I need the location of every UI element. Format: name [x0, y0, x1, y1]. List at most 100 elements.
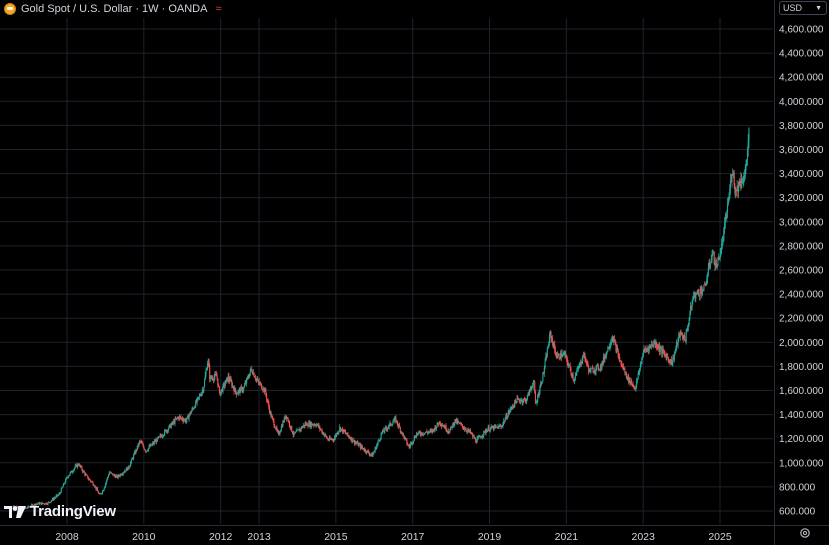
- candle-body: [170, 424, 172, 428]
- candle-body: [631, 383, 633, 385]
- candle-body: [176, 417, 178, 419]
- candle-body: [387, 427, 389, 430]
- candle-body: [514, 400, 516, 407]
- candle-body: [723, 228, 725, 241]
- candle-body: [600, 365, 602, 369]
- candle-body: [38, 502, 40, 505]
- candle-body: [102, 490, 104, 492]
- x-tick-label: 2017: [401, 531, 425, 543]
- candle-body: [109, 472, 111, 474]
- candle-body: [314, 424, 316, 426]
- candle-body: [165, 430, 167, 433]
- candle-body: [214, 374, 216, 378]
- candle-body: [193, 407, 195, 409]
- candle-body: [161, 436, 163, 437]
- candle-body: [389, 422, 391, 425]
- candle-body: [514, 400, 517, 402]
- candle-body: [339, 426, 341, 431]
- candle-body: [396, 420, 398, 423]
- candle-body: [570, 368, 572, 374]
- candle-body: [243, 385, 245, 388]
- candle-body: [151, 444, 153, 446]
- candle-body: [696, 290, 698, 293]
- candle-body: [598, 369, 600, 371]
- candle-body: [145, 450, 147, 452]
- candle-body: [82, 470, 84, 472]
- candle-body: [272, 418, 274, 421]
- candle-body: [195, 401, 197, 403]
- candle-body: [506, 415, 508, 419]
- candle-body: [453, 423, 455, 426]
- candle-body: [153, 441, 155, 444]
- candle-body: [205, 370, 207, 376]
- candle-body: [443, 426, 445, 428]
- candle-body: [353, 439, 355, 442]
- symbol-title[interactable]: Gold Spot / U.S. Dollar · 1W · OANDA: [21, 3, 208, 15]
- y-tick-label: 600.000: [779, 507, 816, 518]
- candle-body: [79, 464, 81, 467]
- candle-body: [93, 484, 95, 486]
- candle-body: [595, 366, 597, 372]
- settings-gear-icon[interactable]: [799, 527, 811, 539]
- candle-body: [50, 501, 52, 503]
- candle-body: [388, 424, 390, 427]
- candle-body: [87, 475, 89, 479]
- candle-body: [392, 422, 394, 425]
- candle-body: [266, 399, 268, 402]
- candle-body: [173, 421, 175, 424]
- x-tick-label: 2023: [631, 531, 655, 543]
- candle-body: [330, 438, 332, 440]
- candle-body: [342, 428, 344, 433]
- candle-body: [576, 370, 578, 374]
- candle-body: [522, 401, 524, 403]
- candle-body: [201, 392, 203, 396]
- candle-body: [534, 391, 537, 403]
- candle-body: [418, 431, 420, 433]
- candle-body: [114, 475, 116, 478]
- candle-body: [222, 384, 224, 392]
- candle-body: [129, 465, 131, 468]
- candle-body: [486, 431, 488, 433]
- candle-body: [47, 502, 49, 505]
- candle-body: [217, 378, 219, 386]
- candle-body: [249, 373, 251, 378]
- candle-body: [425, 431, 427, 433]
- candle-body: [62, 483, 65, 487]
- candle-body: [465, 429, 467, 431]
- candle-body: [416, 433, 418, 435]
- candle-body: [571, 373, 573, 377]
- candle-body: [410, 443, 412, 446]
- candle-body: [579, 362, 581, 365]
- candle-body: [287, 418, 289, 422]
- candle-body: [131, 458, 133, 460]
- candle-body: [397, 424, 399, 427]
- tradingview-logo-icon: [4, 505, 26, 518]
- candle-body: [637, 373, 639, 380]
- candle-body: [247, 377, 249, 379]
- candle-body: [733, 172, 735, 185]
- candle-body: [361, 445, 363, 448]
- currency-selector[interactable]: USD ▼: [779, 1, 827, 15]
- candle-body: [59, 492, 62, 494]
- tradingview-logo[interactable]: TradingView: [4, 503, 116, 520]
- candle-body: [478, 436, 480, 438]
- candle-body: [735, 189, 737, 193]
- candle-body: [673, 357, 675, 360]
- candle-body: [408, 445, 410, 447]
- x-tick-label: 2010: [132, 531, 156, 543]
- candle-body: [714, 264, 716, 266]
- candle-body: [627, 376, 629, 380]
- candle-body: [153, 442, 155, 444]
- candle-body: [220, 389, 223, 392]
- candle-body: [128, 467, 130, 469]
- candle-body: [487, 427, 489, 430]
- candle-body: [537, 394, 539, 402]
- candle-body: [605, 351, 607, 357]
- y-tick-label: 3,600.000: [779, 145, 824, 156]
- candle-body: [285, 415, 288, 419]
- candle-body: [497, 426, 499, 429]
- candle-body: [75, 464, 77, 466]
- candle-body: [233, 388, 235, 392]
- candle-body: [378, 440, 380, 441]
